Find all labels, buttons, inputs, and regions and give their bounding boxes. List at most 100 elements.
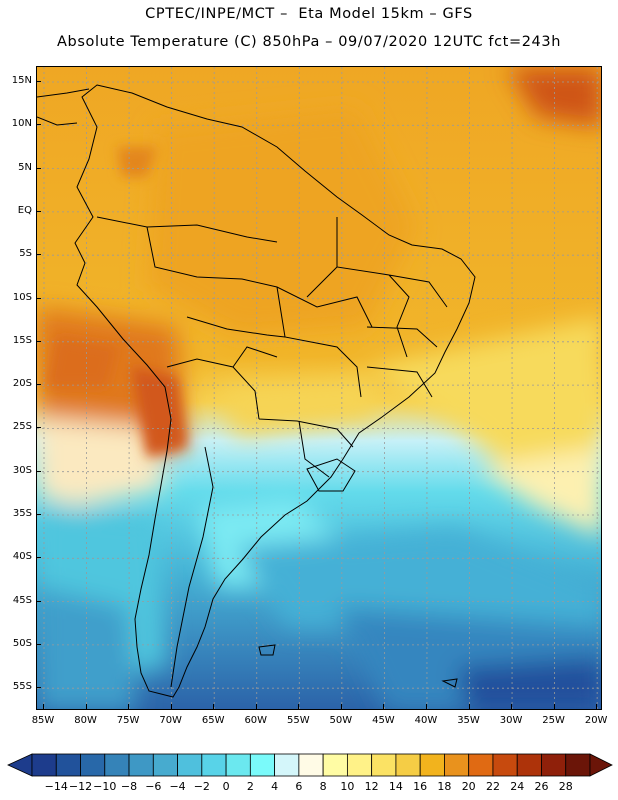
lat-tick-label: 50S [12, 637, 32, 649]
lon-tick-label: 65W [201, 715, 225, 726]
lat-tick [36, 384, 41, 386]
lat-tick-label: 15S [12, 334, 32, 346]
colorbar-tick-label: −14 [44, 780, 68, 793]
colorbar-bin [128, 753, 154, 777]
blob-andes-hot [132, 367, 187, 457]
blob-cold-ocean-1 [237, 527, 601, 647]
lat-tick [36, 687, 41, 689]
blob-pale-east [477, 447, 601, 537]
chart-title-line1: CPTEC/INPE/MCT – Eta Model 15km – GFS [145, 6, 473, 22]
colorbar-tick-label: −12 [68, 780, 93, 793]
lon-tick-label: 60W [244, 715, 268, 726]
colorbar-bin [177, 753, 203, 777]
colorbar-tick-label: 18 [437, 780, 452, 793]
central-america-coast [37, 88, 90, 126]
colorbar-tick-label: 20 [461, 780, 476, 793]
lon-tick [298, 704, 300, 709]
colorbar-bin [274, 753, 300, 777]
colorbar-tick-label: 12 [364, 780, 379, 793]
colorbar-bin [55, 753, 81, 777]
colorbar-extend-low [7, 753, 33, 777]
lon-tick [43, 704, 44, 709]
colorbar-bin [444, 753, 470, 777]
lat-tick [36, 254, 41, 256]
lat-tick [36, 470, 41, 472]
lon-tick-label: 40W [414, 715, 438, 726]
field-blobs [37, 67, 601, 709]
colorbar-bin [565, 753, 591, 777]
lat-tick-label: 10S [12, 291, 32, 303]
lat-tick [36, 340, 41, 342]
colorbar-bin [346, 753, 373, 777]
blob-peru-hot [47, 337, 117, 387]
lon-tick-label: 75W [116, 715, 140, 726]
lat-tick-label: EQ [17, 204, 32, 216]
colorbar-extend-high [589, 753, 613, 777]
lat-tick [36, 643, 41, 645]
lon-tick-label: 20W [584, 715, 608, 726]
lat-tick [36, 600, 41, 602]
lon-tick [255, 704, 257, 709]
colorbar-bin [31, 753, 57, 777]
colorbar-bin [419, 753, 445, 777]
lon-tick-label: 80W [74, 715, 97, 726]
lat-tick-label: 55S [12, 681, 32, 693]
colorbar-tick-label: 2 [246, 780, 254, 793]
lon-tick [425, 704, 427, 709]
lat-tick [36, 557, 41, 559]
colorbar-tick-label: 10 [340, 780, 355, 793]
country-borders [96, 216, 373, 688]
colorbar-tick-label: 4 [271, 780, 279, 793]
colorbar-bin [104, 753, 130, 777]
lon-tick [85, 704, 87, 709]
colorbar-bin [541, 753, 567, 777]
lon-tick-label: 70W [159, 715, 182, 726]
lat-tick [36, 81, 41, 82]
colorbar-tick-label: 22 [485, 780, 500, 793]
lat-tick-label: 35S [12, 508, 32, 519]
lat-tick [36, 427, 41, 429]
lat-lon-grid [37, 67, 601, 709]
lat-tick-label: 5S [19, 248, 32, 260]
uruguay-border [306, 458, 356, 492]
lon-tick-label: 55W [286, 715, 310, 726]
colorbar-bin [371, 753, 397, 777]
lat-tick-label: 45S [12, 594, 32, 606]
colorbar-bin [201, 753, 227, 777]
lat-tick-label: 40S [12, 551, 32, 563]
lon-tick [213, 704, 215, 709]
lon-tick-label: 85W [31, 715, 55, 726]
colorbar-bin [395, 753, 421, 777]
blob-venezuela-hot [117, 147, 157, 177]
colorbar-tick-label: 14 [388, 780, 403, 793]
colorbar-bin [468, 753, 494, 777]
lon-tick-label: 50W [329, 715, 353, 726]
colorbar-tick-label: 26 [534, 780, 549, 793]
coastlines-and-borders [37, 84, 476, 698]
colorbar-tick-label: −2 [193, 780, 210, 793]
colorbar-tick-label: −8 [120, 780, 138, 793]
south-georgia [441, 678, 458, 688]
lat-tick-label: 5N [18, 161, 32, 173]
lat-tick [36, 514, 41, 515]
blob-pacific-pale [37, 417, 167, 507]
temperature-map [37, 67, 601, 709]
colorbar-bin [322, 753, 348, 777]
colorbar-tick-label: −10 [93, 780, 117, 793]
lat-tick-label: 25S [12, 421, 32, 433]
lat-tick-label: 10N [11, 118, 32, 130]
brazil-state-borders [306, 217, 448, 398]
lat-tick [36, 297, 41, 299]
colorbar-bin [516, 753, 542, 777]
lon-tick [553, 704, 555, 709]
blob-amazon-warm [147, 107, 417, 337]
map-plot-area [36, 66, 602, 710]
lon-tick [511, 704, 513, 709]
lon-tick [340, 704, 342, 709]
lon-tick-label: 35W [457, 715, 480, 726]
south-america-coastline [74, 84, 476, 698]
lon-tick-label: 25W [542, 715, 565, 726]
lon-tick-label: 45W [372, 715, 395, 726]
lon-tick-label: 30W [499, 715, 523, 726]
lat-tick-label: 30S [12, 464, 32, 476]
